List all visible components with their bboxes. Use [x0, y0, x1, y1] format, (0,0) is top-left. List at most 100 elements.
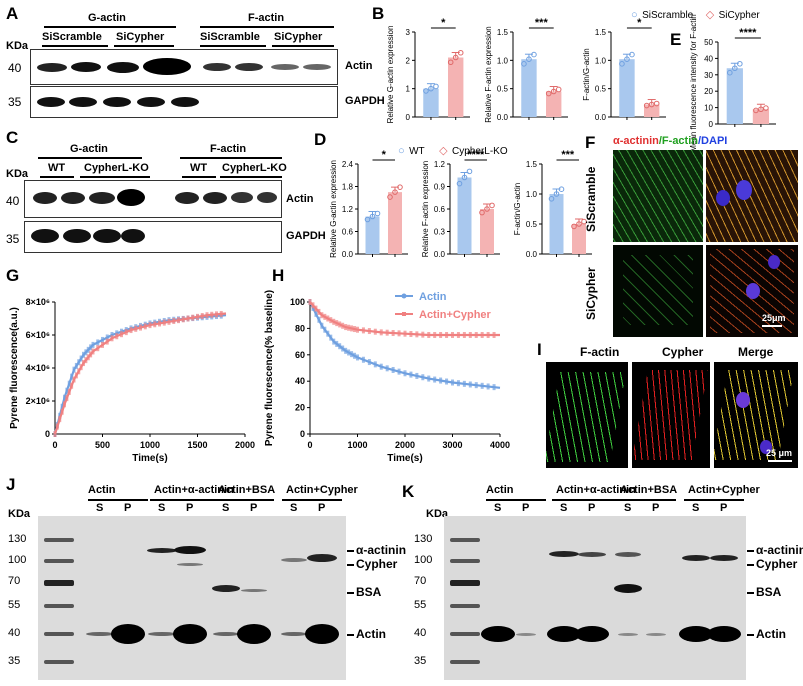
chart-h-pt-0 [344, 347, 348, 354]
chart-e-pt [763, 105, 769, 111]
chart-d-1-pt [479, 209, 485, 216]
group-label: Actin+BSA [620, 484, 678, 496]
chart-d-1-tick: 0.3 [434, 228, 446, 237]
scalebar-i: 25 μm [766, 448, 793, 458]
chart-h-pt-0 [341, 345, 345, 352]
chart-h-pt-0 [347, 349, 351, 356]
chart-b-2: 0.0 0.5 1.0 1.5 F-actin/G-actin * [582, 17, 666, 122]
chart-h-pt-1 [486, 332, 490, 338]
panel-k-label: K [402, 482, 415, 501]
chart-g-pt-1 [134, 325, 138, 332]
chart-g-pt-0 [84, 349, 88, 356]
gel-band [173, 624, 207, 644]
scalebar-f: 25μm [762, 313, 786, 323]
chart-h-pt-1 [391, 330, 395, 337]
chart-b-2-pt [619, 61, 625, 67]
title-i-factin: F-actin [580, 345, 620, 359]
chart-d-1-bar-0 [457, 177, 472, 254]
chart-h-pt-1 [474, 332, 478, 338]
chart-h-xtick: 3000 [442, 440, 462, 450]
chart-e-tick: 0 [709, 120, 714, 129]
chart-h-pt-0 [353, 352, 357, 359]
chart-h-pt-0 [338, 343, 342, 350]
micro-i-cypher [632, 362, 710, 468]
chart-b-2-tick: 1.5 [595, 28, 607, 37]
group-label: Actin+Cypher [286, 484, 358, 496]
chart-b-1-bar-0 [521, 59, 537, 117]
chart-h-pt-0 [326, 330, 330, 337]
chart-h-pt-0 [451, 379, 454, 386]
chart-b-0-sig: * [441, 17, 446, 29]
chart-g-pt-1 [89, 351, 93, 358]
chart-g-pt-1 [86, 354, 90, 361]
chart-h-pt-1 [433, 332, 437, 338]
marker-band [44, 632, 74, 636]
mw-marker-3: 55 [8, 599, 21, 611]
chart-h-pt-0 [320, 322, 324, 329]
chart-g-pt-1 [191, 314, 195, 321]
chart-g-pt-0 [63, 394, 66, 401]
gel-band [213, 632, 239, 636]
gel-band [177, 562, 203, 566]
mw-35: 35 [8, 95, 22, 109]
chart-h-xtick: 1000 [347, 440, 367, 450]
lane-siscramble-f: SiScramble [200, 31, 260, 43]
chart-b-1-pt [545, 90, 552, 97]
legend-h-actin: Actin [419, 291, 447, 303]
chart-h-pt-0 [314, 310, 318, 317]
chart-d-0-tick: 1.8 [342, 183, 354, 192]
marker-band [44, 660, 74, 664]
chart-b-1-sig: *** [535, 17, 549, 29]
chart-d-0-pt [387, 194, 393, 200]
chart-h-pt-0 [445, 378, 449, 385]
gel-band [618, 632, 638, 636]
chart-b-2-sig: * [637, 17, 642, 29]
chart-g-pt-1 [200, 313, 204, 320]
chart-h-pt-0 [427, 375, 431, 382]
marker-band [450, 559, 480, 563]
band-label-2: BSA [356, 585, 382, 599]
chart-e-sig: **** [739, 27, 757, 39]
chart-b-0-pt [447, 59, 454, 66]
chart-d: 0.0 0.6 1.2 1.8 2.4 Relative G-actin expressi… [329, 149, 592, 259]
chart-h-xtick: 4000 [490, 440, 510, 450]
chart-g-pt-1 [181, 316, 185, 323]
chart-e-tick: 10 [704, 104, 713, 113]
panel-f-title: α-actinin/F-actin/DAPI [613, 135, 728, 147]
sp-label: P [720, 502, 728, 514]
chart-g-pt-1 [84, 357, 88, 364]
chart-h-pt-1 [356, 326, 359, 333]
panel-c-label: C [6, 128, 19, 147]
micro-i-factin [546, 362, 628, 468]
chart-g-pt-1 [79, 364, 83, 371]
chart-g-pt-1 [158, 320, 161, 327]
chart-h-pt-0 [391, 366, 395, 373]
panel-g-label: G [6, 266, 20, 285]
chart-b-1-ylabel: Relative F-actin expression [484, 26, 493, 122]
blot-a-actin [30, 49, 338, 85]
sp-label: S [96, 502, 104, 514]
marker-band [44, 559, 74, 563]
chart-d-2-pt [548, 196, 555, 202]
chart-h-pt-1 [338, 321, 342, 328]
blot-c-actin [24, 180, 282, 218]
chart-g-pt-1 [120, 331, 123, 338]
chart-h-pt-0 [329, 334, 333, 341]
gel-k [444, 516, 746, 680]
micro-i-merge: 25 μm [714, 362, 798, 468]
chart-h-pt-0 [486, 383, 490, 390]
chart-d-2-pt [571, 223, 577, 230]
chart-b-2-ylabel: F-actin/G-actin [582, 48, 591, 100]
chart-h-pt-0 [468, 381, 472, 388]
chart-g-pt-0 [101, 336, 104, 343]
chart-h-pt-0 [350, 351, 354, 358]
mw-c-40: 40 [6, 194, 20, 208]
chart-h-pt-1 [445, 332, 449, 338]
micro-f-scramble-green [613, 150, 703, 242]
chart-e: 0 10 20 30 40 50 Mean fluorescence intensity f… [689, 14, 776, 152]
chart-g-xtick: 0 [52, 440, 57, 450]
chart-g-pt-0 [67, 380, 71, 387]
chart-g-pt-1 [67, 388, 71, 395]
chart-h-pt-1 [317, 308, 321, 315]
chart-b-1-pt [531, 51, 537, 58]
